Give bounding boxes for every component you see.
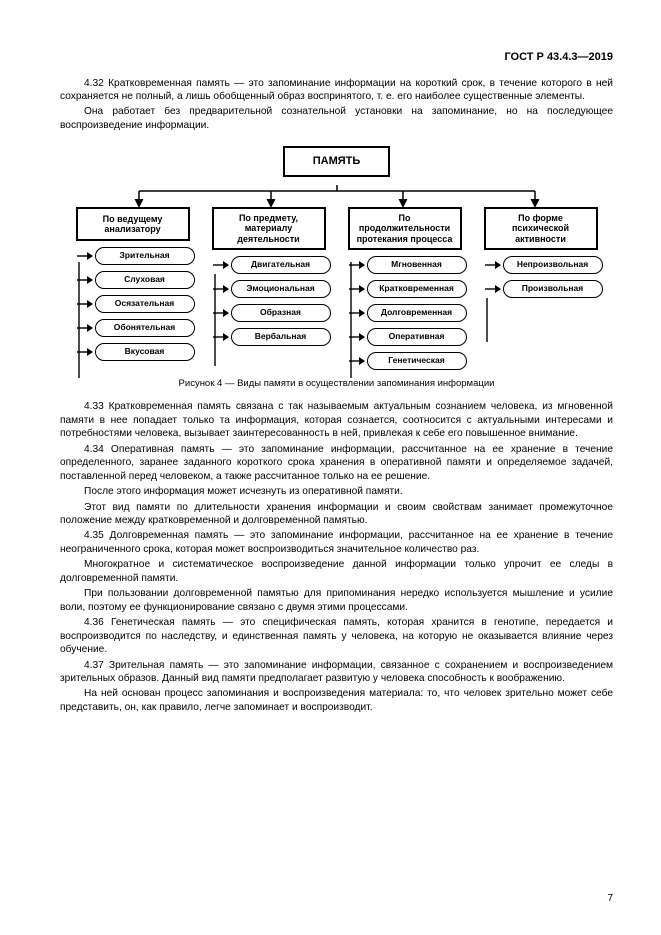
leaf-arrow-icon — [213, 328, 231, 346]
leaf-arrow-icon — [213, 256, 231, 274]
leaf-arrow-icon — [485, 256, 503, 274]
para-4-37b: На ней основан процесс запоминания и вос… — [60, 687, 613, 714]
leaf-wrap: Слуховая — [71, 271, 195, 289]
leaf: Двигательная — [231, 256, 331, 274]
para-4-34b: После этого информация может исчезнуть и… — [60, 485, 613, 498]
branch-head: По предмету, материалу деятельности — [212, 207, 326, 250]
leaf-wrap: Вкусовая — [71, 343, 195, 361]
para-4-34: 4.34 Оперативная память — это запоминани… — [60, 443, 613, 483]
leaf-wrap: Долговременная — [343, 304, 467, 322]
leaf-arrow-icon — [77, 343, 95, 361]
leaf: Слуховая — [95, 271, 195, 289]
leaf-wrap: Мгновенная — [343, 256, 467, 274]
diagram-root: ПАМЯТЬ — [283, 146, 391, 177]
leaf: Непроизвольная — [503, 256, 603, 274]
leaf-wrap: Кратковременная — [343, 280, 467, 298]
leaf: Генетическая — [367, 352, 467, 370]
leaf-arrow-icon — [77, 319, 95, 337]
leaf: Вкусовая — [95, 343, 195, 361]
branch-1: По предмету, материалу деятельности Двига… — [207, 207, 331, 370]
leaf-wrap: Двигательная — [207, 256, 331, 274]
leaf-arrow-icon — [77, 295, 95, 313]
connector-fanout — [77, 185, 597, 207]
para-4-35b: Многократное и систематическое воспроизв… — [60, 558, 613, 585]
leaf-arrow-icon — [77, 247, 95, 265]
leaf-wrap: Вербальная — [207, 328, 331, 346]
leaf: Вербальная — [231, 328, 331, 346]
leaf: Мгновенная — [367, 256, 467, 274]
leaf-wrap: Зрительная — [71, 247, 195, 265]
branch-head: По форме психической активности — [484, 207, 598, 250]
leaf-stack: Двигательная Эмоциональная Образная Вербаль… — [207, 256, 331, 346]
branch-head: По продолжительности протекания процесса — [348, 207, 462, 250]
page-number: 7 — [607, 892, 613, 905]
leaf-arrow-icon — [349, 280, 367, 298]
branch-head: По ведущему анализатору — [76, 207, 190, 241]
page: ГОСТ Р 43.4.3—2019 4.32 Кратковременная … — [0, 0, 661, 935]
leaf-wrap: Непроизвольная — [479, 256, 603, 274]
leaf: Осязательная — [95, 295, 195, 313]
leaf: Кратковременная — [367, 280, 467, 298]
leaf-arrow-icon — [213, 304, 231, 322]
para-4-37: 4.37 Зрительная память — это запоминание… — [60, 659, 613, 686]
leaf-arrow-icon — [485, 280, 503, 298]
branch-2: По продолжительности протекания процесса… — [343, 207, 467, 370]
para-4-33: 4.33 Кратковременная память связана с та… — [60, 400, 613, 440]
document-id: ГОСТ Р 43.4.3—2019 — [60, 50, 613, 65]
leaf-wrap: Генетическая — [343, 352, 467, 370]
leaf-arrow-icon — [349, 304, 367, 322]
leaf: Образная — [231, 304, 331, 322]
leaf-arrow-icon — [349, 256, 367, 274]
leaf: Оперативная — [367, 328, 467, 346]
branch-0: По ведущему анализатору Зрительная Слухова… — [71, 207, 195, 370]
branch-3: По форме психической активности Непроизво… — [479, 207, 603, 370]
leaf-arrow-icon — [77, 271, 95, 289]
para-4-32: 4.32 Кратковременная память — это запоми… — [60, 77, 613, 104]
para-4-35: 4.35 Долговременная память — это запомин… — [60, 529, 613, 556]
para-4-36: 4.36 Генетическая память — это специфиче… — [60, 616, 613, 656]
leaf-arrow-icon — [349, 328, 367, 346]
leaf-stack: Зрительная Слуховая Осязательная Обонятельн… — [71, 247, 195, 361]
leaf-wrap: Осязательная — [71, 295, 195, 313]
leaf-stack: Мгновенная Кратковременная Долговременная О… — [343, 256, 467, 370]
leaf: Долговременная — [367, 304, 467, 322]
leaf-wrap: Эмоциональная — [207, 280, 331, 298]
leaf-stack: Непроизвольная Произвольная — [479, 256, 603, 298]
leaf-wrap: Произвольная — [479, 280, 603, 298]
leaf: Зрительная — [95, 247, 195, 265]
figure-caption: Рисунок 4 — Виды памяти в осуществлении … — [60, 378, 613, 391]
leaf: Эмоциональная — [231, 280, 331, 298]
leaf-wrap: Образная — [207, 304, 331, 322]
leaf-wrap: Оперативная — [343, 328, 467, 346]
leaf-arrow-icon — [349, 352, 367, 370]
leaf: Произвольная — [503, 280, 603, 298]
para-4-34c: Этот вид памяти по длительности хранения… — [60, 501, 613, 528]
leaf-wrap: Обонятельная — [71, 319, 195, 337]
memory-diagram: ПАМЯТЬ По ведущему анализатору Зрительная… — [60, 146, 613, 370]
para-4-35c: При пользовании долговременной памятью д… — [60, 587, 613, 614]
para-4-32b: Она работает без предварительной сознате… — [60, 105, 613, 132]
leaf-arrow-icon — [213, 280, 231, 298]
leaf: Обонятельная — [95, 319, 195, 337]
